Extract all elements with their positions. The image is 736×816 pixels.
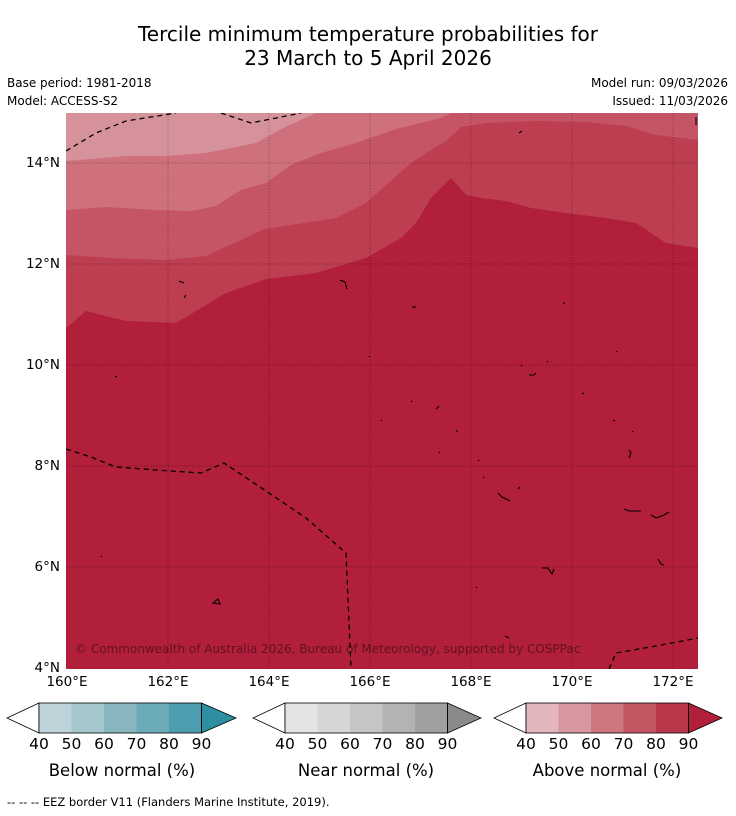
lon-label-164e: 164°E: [248, 674, 290, 690]
below-tick: 50: [61, 735, 82, 753]
band-50: [66, 113, 316, 161]
near-tick: 90: [437, 735, 458, 753]
title-line-2: 23 March to 5 April 2026: [244, 46, 492, 70]
below-swatch-70: [136, 703, 169, 733]
above-normal-label: Above normal (%): [532, 761, 682, 780]
below-swatch-80: [169, 703, 202, 733]
near-swatch-40: [285, 703, 318, 733]
colorbar-near-low-arrow: [252, 702, 286, 734]
lon-label-172e: 172°E: [652, 674, 694, 690]
colorbar-below-normal: [6, 702, 238, 734]
above-swatch-60: [591, 703, 624, 733]
below-tick: 60: [94, 735, 114, 753]
near-tick: 40: [275, 735, 295, 753]
meta-right: Model run: 09/03/2026 Issued: 11/03/2026: [591, 74, 728, 110]
below-swatch-50: [71, 703, 104, 733]
band-90: [66, 178, 698, 669]
issued-date: Issued: 11/03/2026: [612, 94, 728, 108]
copyright-text: © Commonwealth of Australia 2026, Bureau…: [75, 642, 580, 656]
above-tick: 90: [678, 735, 699, 753]
near-tick: 80: [405, 735, 425, 753]
lat-label-6n: 6°N: [34, 559, 60, 575]
colorbar-below-low-arrow: [6, 702, 40, 734]
islands: [100, 117, 697, 639]
colorbar-below-high-arrow: [201, 702, 238, 734]
below-swatch-40: [39, 703, 72, 733]
near-swatch-60: [350, 703, 383, 733]
base-period: Base period: 1981-2018: [7, 76, 152, 90]
above-tick: 80: [646, 735, 666, 753]
model-run: Model run: 09/03/2026: [590, 76, 728, 90]
near-normal-label: Near normal (%): [297, 761, 435, 780]
above-tick: 40: [516, 735, 536, 753]
colorbar-above-low-arrow: [493, 702, 527, 734]
near-tick: 70: [372, 735, 393, 753]
lon-label-168e: 168°E: [450, 674, 492, 690]
above-tick: 70: [613, 735, 634, 753]
lon-label-170e: 170°E: [551, 674, 593, 690]
eez-footnote: -- -- -- EEZ border V11 (Flanders Marine…: [7, 795, 330, 809]
near-swatch-80: [415, 703, 448, 733]
graticule: [66, 113, 698, 669]
near-swatch-50: [317, 703, 350, 733]
colorbar-near-normal: [252, 702, 482, 734]
above-tick: 50: [548, 735, 569, 753]
lat-label-14n: 14°N: [25, 155, 60, 171]
below-normal-label: Below normal (%): [48, 761, 196, 780]
above-swatch-70: [623, 703, 656, 733]
lat-label-4n: 4°N: [34, 660, 60, 676]
above-tick: 60: [581, 735, 601, 753]
near-swatch-70: [382, 703, 415, 733]
lat-label-10n: 10°N: [25, 357, 60, 373]
near-tick: 60: [340, 735, 360, 753]
below-tick: 70: [126, 735, 147, 753]
below-swatch-60: [104, 703, 137, 733]
eez-borders: [66, 113, 698, 669]
above-swatch-40: [526, 703, 559, 733]
above-swatch-80: [656, 703, 689, 733]
below-tick: 90: [191, 735, 212, 753]
colorbars: [6, 702, 723, 734]
meta-left: Base period: 1981-2018 Model: ACCESS-S2: [7, 74, 152, 110]
model-name: Model: ACCESS-S2: [7, 94, 119, 108]
above-swatch-50: [558, 703, 591, 733]
title-line-1: Tercile minimum temperature probabilitie…: [137, 22, 599, 46]
colorbar-above-high-arrow: [688, 702, 723, 734]
near-tick: 50: [307, 735, 328, 753]
lon-label-166e: 166°E: [349, 674, 391, 690]
lat-label-12n: 12°N: [25, 256, 60, 272]
probability-map: © Commonwealth of Australia 2026, Bureau…: [66, 113, 698, 669]
map-title: Tercile minimum temperature probabilitie…: [0, 22, 736, 70]
colorbar-near-high-arrow: [447, 702, 482, 734]
below-tick: 80: [159, 735, 179, 753]
lon-label-162e: 162°E: [147, 674, 189, 690]
below-tick: 40: [29, 735, 49, 753]
colorbar-above-normal: [493, 702, 723, 734]
lon-label-160e: 160°E: [46, 674, 88, 690]
lat-label-8n: 8°N: [34, 458, 60, 474]
